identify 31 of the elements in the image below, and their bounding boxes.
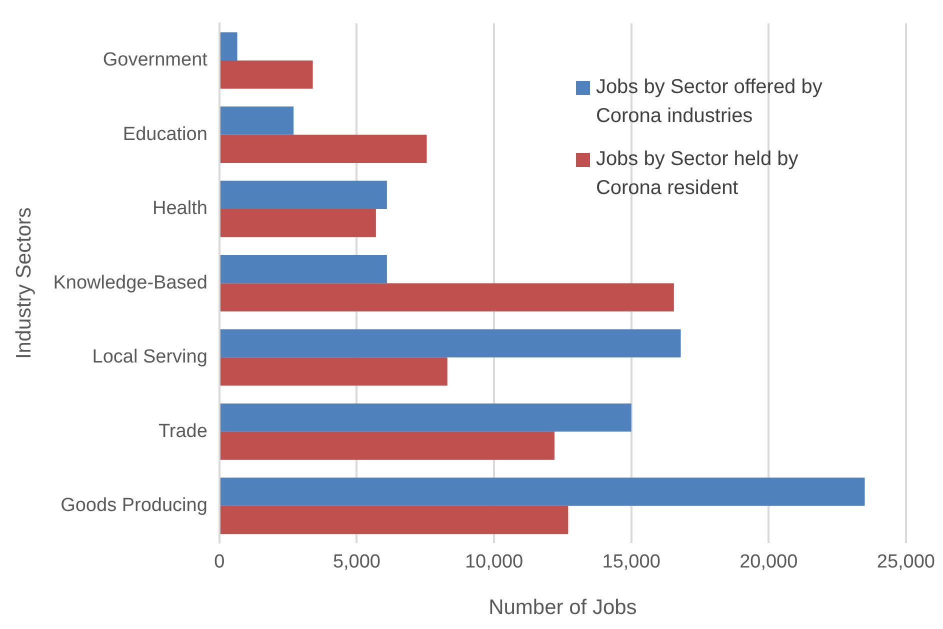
x-tick-label: 5,000 bbox=[332, 552, 380, 573]
bar bbox=[220, 254, 387, 284]
bar bbox=[220, 432, 554, 460]
y-tick-label: Goods Producing bbox=[60, 495, 208, 516]
y-axis-title: Industry Sectors bbox=[12, 207, 36, 360]
bar bbox=[220, 134, 427, 163]
y-tick-label: Health bbox=[152, 198, 208, 220]
bar bbox=[220, 283, 674, 312]
bar bbox=[220, 180, 387, 209]
y-tick-label: Trade bbox=[158, 420, 208, 442]
y-tick-label: Education bbox=[122, 124, 208, 145]
x-tick-label: 15,000 bbox=[602, 552, 660, 573]
bar bbox=[220, 357, 448, 386]
x-tick-label: 10,000 bbox=[464, 552, 524, 573]
bar bbox=[220, 403, 632, 432]
bar bbox=[220, 60, 313, 89]
bar bbox=[220, 329, 681, 358]
bar bbox=[220, 506, 568, 534]
x-tick-label: 0 bbox=[214, 552, 225, 573]
y-tick-label: Local Serving bbox=[92, 346, 208, 368]
bar bbox=[220, 32, 238, 61]
x-axis-title: Number of Jobs bbox=[488, 596, 637, 620]
bar bbox=[220, 208, 376, 238]
legend-label: Jobs by Sector offered by Corona industries bbox=[596, 75, 824, 130]
y-tick-label: Knowledge-Based bbox=[53, 272, 208, 294]
x-tick-label: 25,000 bbox=[876, 552, 936, 573]
bar bbox=[220, 478, 865, 506]
bar bbox=[220, 106, 294, 135]
legend-label: Jobs by Sector held by Corona resident bbox=[596, 147, 800, 202]
y-tick-label: Government bbox=[102, 50, 208, 71]
x-tick-label: 20,000 bbox=[740, 552, 798, 573]
